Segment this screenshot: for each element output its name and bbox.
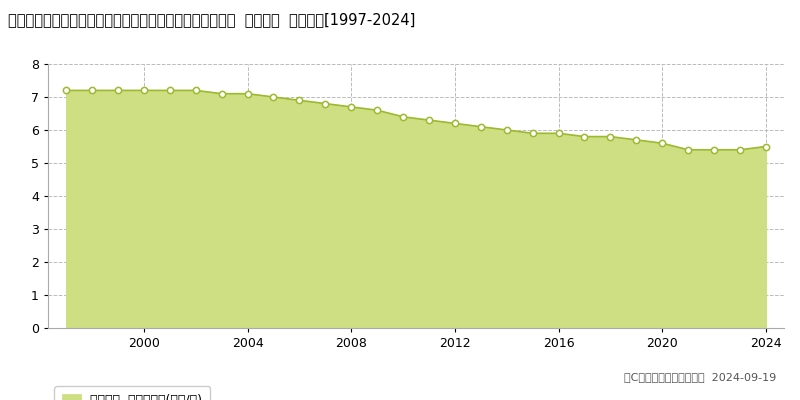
Text: （C）土地価格ドットコム  2024-09-19: （C）土地価格ドットコム 2024-09-19 bbox=[624, 372, 776, 382]
Text: 宮崎県西臼枠郡高千水町大字三田井字御塩亙９８７番１８  基準地価  地価推移[1997-2024]: 宮崎県西臼枠郡高千水町大字三田井字御塩亙９８７番１８ 基準地価 地価推移[199… bbox=[8, 12, 415, 27]
Legend: 基準地価  平均嵪単価(万円/嵪): 基準地価 平均嵪単価(万円/嵪) bbox=[54, 386, 210, 400]
